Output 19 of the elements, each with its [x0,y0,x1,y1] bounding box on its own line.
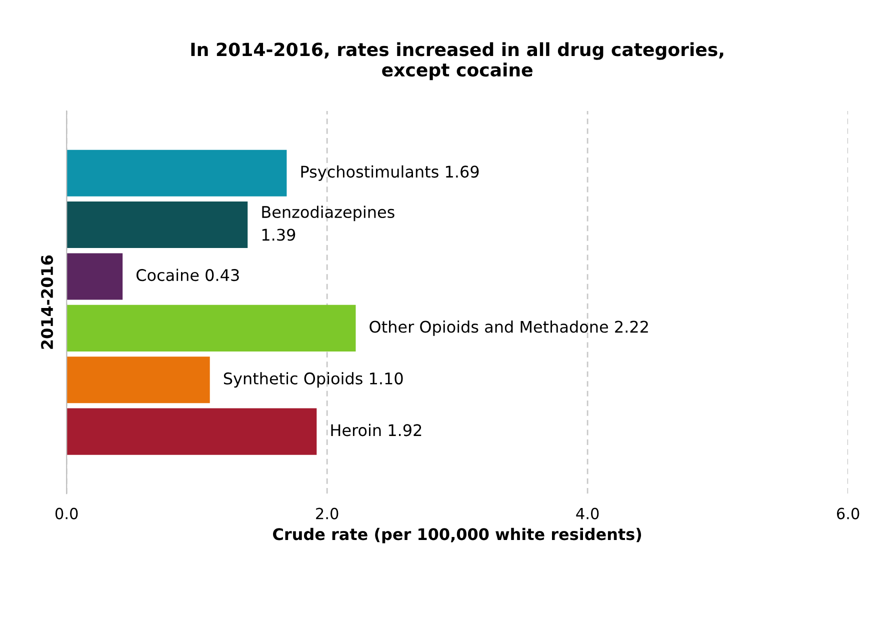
data-label: Heroin 1.92 [331,424,422,436]
x-tick-label: 2.0 [316,508,338,520]
bar [66,408,317,455]
data-label: Benzodiazepines 1.39 [262,206,394,241]
x-tick-label: 0.0 [55,508,78,520]
data-label: Cocaine 0.43 [136,268,239,282]
bar [66,304,356,352]
data-label: Other Opioids and Methadone 2.22 [370,320,648,336]
bar [66,150,287,196]
chart-title: In 2014-2016, rates increased in all drug categories, except cocaine [191,42,724,80]
bar [66,253,123,300]
x-axis-title: Crude rate (per 100,000 white residents) [273,528,642,544]
y-axis-title: 2014-2016 [41,255,54,349]
bar [66,356,210,404]
data-label: Psychostimulants 1.69 [301,165,479,181]
x-tick-label: 6.0 [836,508,860,520]
bar [66,202,248,248]
x-tick-label: 4.0 [576,508,599,520]
data-label: Synthetic Opioids 1.10 [224,372,403,388]
